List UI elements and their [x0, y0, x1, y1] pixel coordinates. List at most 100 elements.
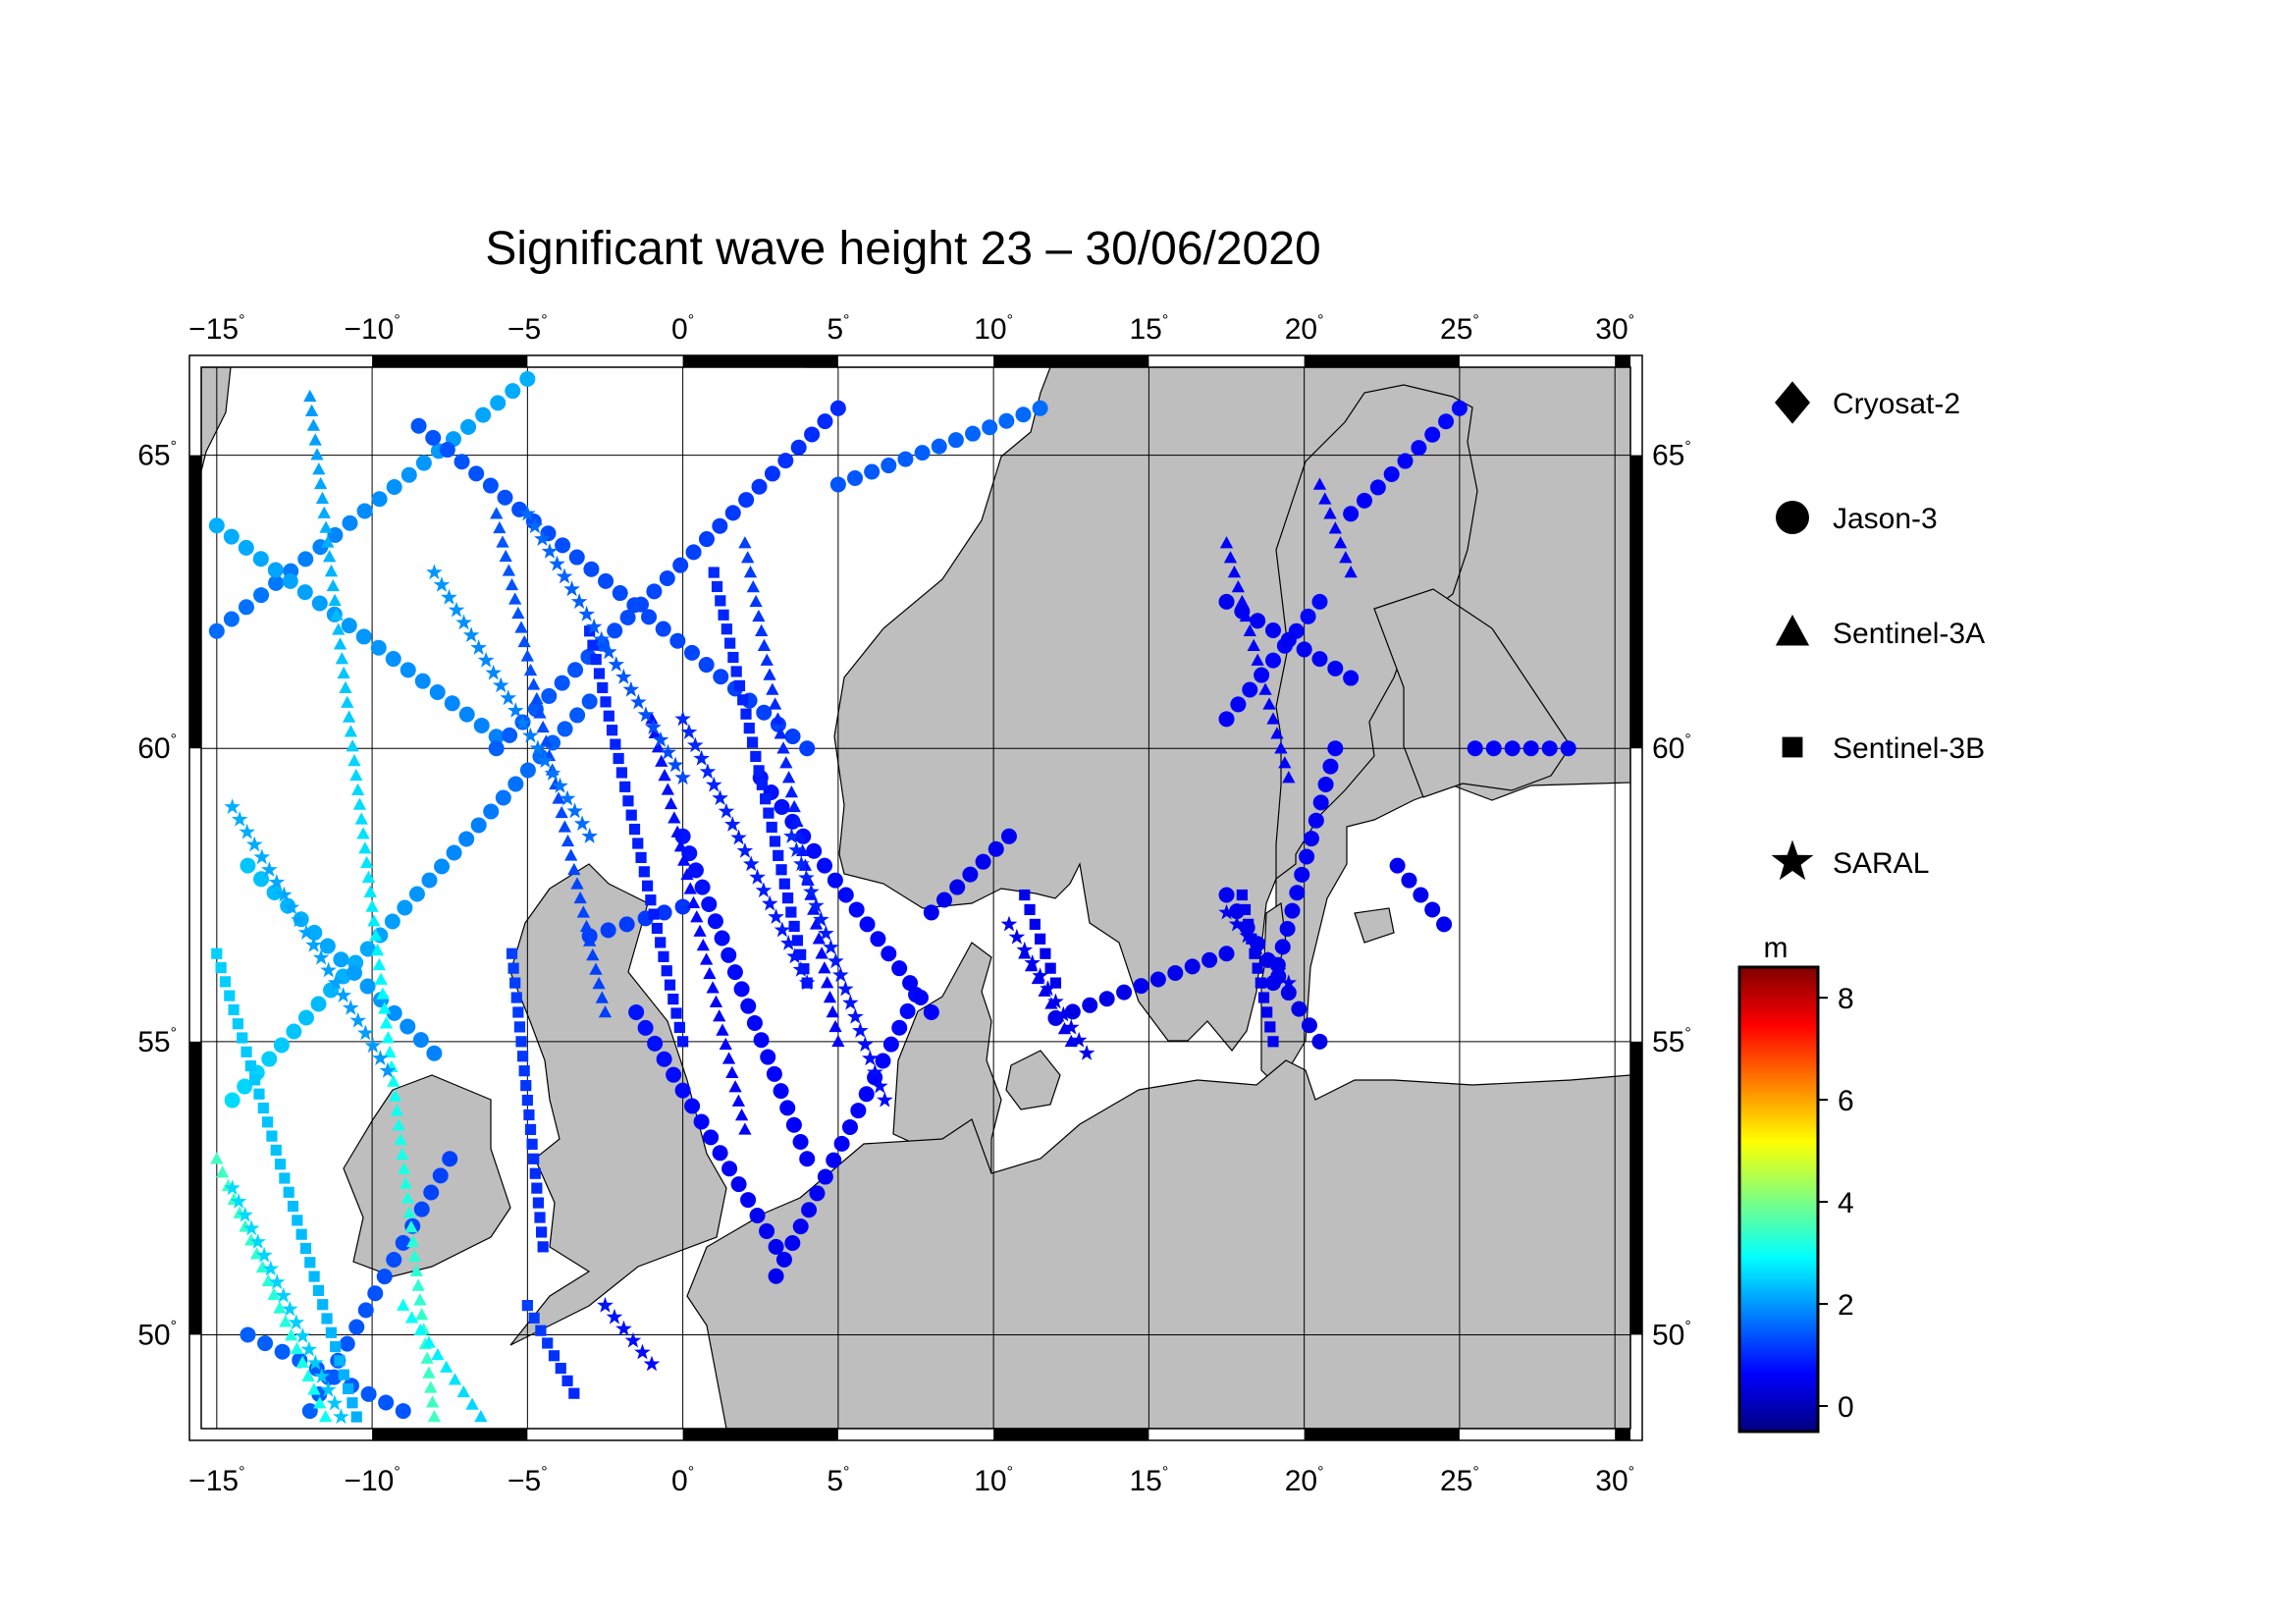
triangle-marker: [1258, 682, 1272, 695]
circle-marker: [488, 740, 505, 757]
frame-segment: [1630, 1041, 1642, 1335]
triangle-marker: [301, 1369, 315, 1381]
circle-marker: [505, 383, 521, 400]
circle-marker: [306, 924, 323, 941]
star-marker: [674, 710, 691, 727]
circle-marker: [656, 904, 672, 921]
triangle-marker: [404, 1311, 419, 1324]
triangle-marker: [573, 891, 587, 904]
square-marker: [750, 750, 762, 763]
square-marker: [1246, 933, 1257, 945]
triangle-marker: [499, 549, 512, 563]
star-marker: [544, 765, 561, 781]
circle-marker: [339, 1335, 355, 1352]
circle-marker: [1015, 406, 1032, 423]
circle-marker: [395, 1403, 411, 1420]
star-marker: [507, 702, 524, 718]
legend-item: Jason-3: [1776, 501, 1938, 535]
triangle-marker: [379, 1016, 394, 1029]
triangle-marker: [332, 622, 346, 635]
star-marker: [634, 1343, 651, 1360]
circle-marker: [998, 412, 1015, 429]
square-marker: [325, 1326, 337, 1338]
star-marker: [297, 924, 315, 940]
circle-marker: [817, 413, 833, 430]
square-marker: [718, 609, 729, 621]
star-marker: [600, 643, 617, 660]
square-marker: [542, 1337, 554, 1349]
circle-marker: [806, 842, 823, 859]
triangle-marker: [310, 448, 324, 460]
square-marker: [610, 738, 621, 750]
triangle-marker: [738, 1122, 752, 1135]
triangle-marker: [1344, 566, 1358, 578]
circle-marker: [1317, 776, 1334, 792]
circle-marker: [1218, 946, 1235, 962]
triangle-marker: [561, 834, 575, 847]
triangle-marker: [420, 1351, 434, 1364]
circle-marker: [490, 395, 507, 411]
axis-tick-label: 0°: [671, 1464, 694, 1497]
square-marker: [733, 679, 746, 691]
star-marker: [455, 614, 472, 630]
circle-marker: [310, 996, 327, 1012]
circle-marker: [1311, 593, 1328, 610]
triangle-marker: [1239, 609, 1253, 622]
square-marker: [1239, 903, 1252, 916]
track-sentinel-3a: [397, 1298, 488, 1423]
star-marker: [320, 1380, 337, 1397]
star-marker: [541, 543, 559, 559]
square-marker: [531, 1182, 543, 1194]
square-marker: [515, 1036, 527, 1048]
circle-marker: [252, 551, 269, 568]
star-marker: [793, 855, 810, 872]
triangle-marker: [399, 1176, 413, 1189]
colorbar: m 0 2 4 6 8: [1737, 932, 1854, 1434]
circle-marker: [554, 675, 570, 691]
axis-tick-label: 5°: [827, 1464, 849, 1497]
axis-tick-label: 10°: [974, 312, 1013, 346]
circle-marker: [408, 886, 425, 902]
star-marker: [615, 1320, 632, 1336]
circle-marker: [557, 721, 573, 737]
circle-marker: [1311, 651, 1328, 668]
star-marker: [622, 680, 640, 697]
circle-marker: [693, 1113, 710, 1130]
circle-marker: [936, 892, 953, 908]
square-marker: [532, 1197, 545, 1209]
circle-marker: [669, 632, 686, 649]
square-marker: [292, 1215, 303, 1226]
star-marker: [570, 593, 588, 609]
triangle-marker: [369, 929, 383, 942]
triangle-marker: [381, 1031, 396, 1044]
track-sentinel-3b: [1236, 889, 1279, 1048]
circle-marker: [208, 622, 225, 639]
square-marker: [506, 947, 518, 959]
circle-marker: [497, 489, 513, 506]
track-jason-3: [1343, 400, 1468, 522]
square-marker: [287, 1200, 299, 1213]
circle-marker: [988, 840, 1004, 857]
star-marker: [718, 802, 735, 819]
triangle-marker: [683, 882, 697, 894]
circle-marker: [1296, 641, 1312, 658]
triangle-marker: [1243, 623, 1256, 637]
circle-marker: [502, 727, 518, 743]
triangle-marker: [394, 1132, 407, 1146]
square-marker: [520, 1080, 532, 1092]
star-marker: [699, 763, 717, 780]
circle-marker: [848, 901, 865, 918]
circle-marker: [274, 1343, 291, 1360]
track-sentinel-3b: [584, 625, 689, 1048]
triangle-marker: [664, 796, 678, 810]
circle-marker: [764, 465, 780, 482]
triangle-marker: [564, 848, 578, 861]
star-marker: [867, 1063, 883, 1080]
triangle-marker: [363, 885, 377, 897]
circle-marker: [721, 1161, 738, 1177]
triangle-marker: [713, 1009, 726, 1022]
square-marker: [521, 1299, 533, 1312]
triangle-marker: [378, 1001, 392, 1014]
satellite-tracks: [208, 370, 1576, 1425]
axis-tick-label: 15°: [1130, 1464, 1169, 1497]
